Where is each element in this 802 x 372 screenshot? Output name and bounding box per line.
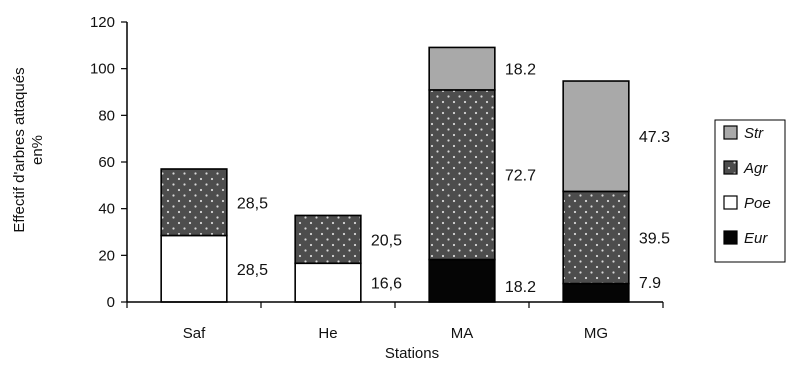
y-tick-label: 20 [98,247,115,264]
bar-segment-agr [294,214,362,265]
bar-segment-str [428,46,496,91]
legend-label-str: Str [744,125,764,142]
bar-segment-str [562,80,630,193]
legend: Str Agr Poe Eur [714,119,786,263]
legend-label-poe: Poe [744,195,771,212]
bar-segment-eur [562,282,630,303]
data-label: 16,6 [371,276,402,293]
bar-segment-eur [428,258,496,303]
bar-segment-poe [160,234,228,303]
data-label: 7.9 [639,275,661,292]
y-tick-label: 120 [90,14,115,31]
y-tick-label: 80 [98,107,115,124]
legend-swatch-str [723,125,738,140]
x-tick-label: MA [451,325,474,342]
bar-segment-poe [294,262,362,303]
bars-group [160,46,630,303]
data-label: 39.5 [639,230,670,247]
y-axis-label-line-1: Effectif d'arbres attaqués [11,67,28,232]
data-label: 20,5 [371,232,402,249]
x-axis-ticks: Saf He MA MG [126,302,664,342]
legend-swatch-eur [723,230,738,245]
data-label: 72.7 [505,168,536,185]
bar-segment-agr [562,190,630,285]
x-tick-label: Saf [183,325,206,342]
x-tick-label: He [318,325,337,342]
bar-segment-agr [428,89,496,261]
data-label: 18.2 [505,279,536,296]
data-label: 47.3 [639,129,670,146]
data-label: 28,5 [237,262,268,279]
legend-swatch-poe [723,195,738,210]
data-label: 18.2 [505,62,536,79]
data-label: 28,5 [237,195,268,212]
y-tick-label: 0 [107,294,115,311]
y-axis-ticks: 0 20 40 60 80 100 120 [90,14,127,311]
legend-swatch-agr [723,160,738,175]
x-tick-label: MG [584,325,608,342]
y-tick-label: 40 [98,201,115,218]
bar-segment-agr [160,168,228,237]
x-axis-label: Stations [385,345,439,362]
value-labels-group: 28,5 28,5 16,6 20,5 18.2 72.7 18.2 7.9 39.5 47.3 [237,62,670,296]
y-tick-label: 100 [90,61,115,78]
y-tick-label: 60 [98,154,115,171]
y-axis-label-line-2: en% [29,135,46,165]
legend-label-eur: Eur [744,230,768,247]
legend-label-agr: Agr [743,160,768,177]
